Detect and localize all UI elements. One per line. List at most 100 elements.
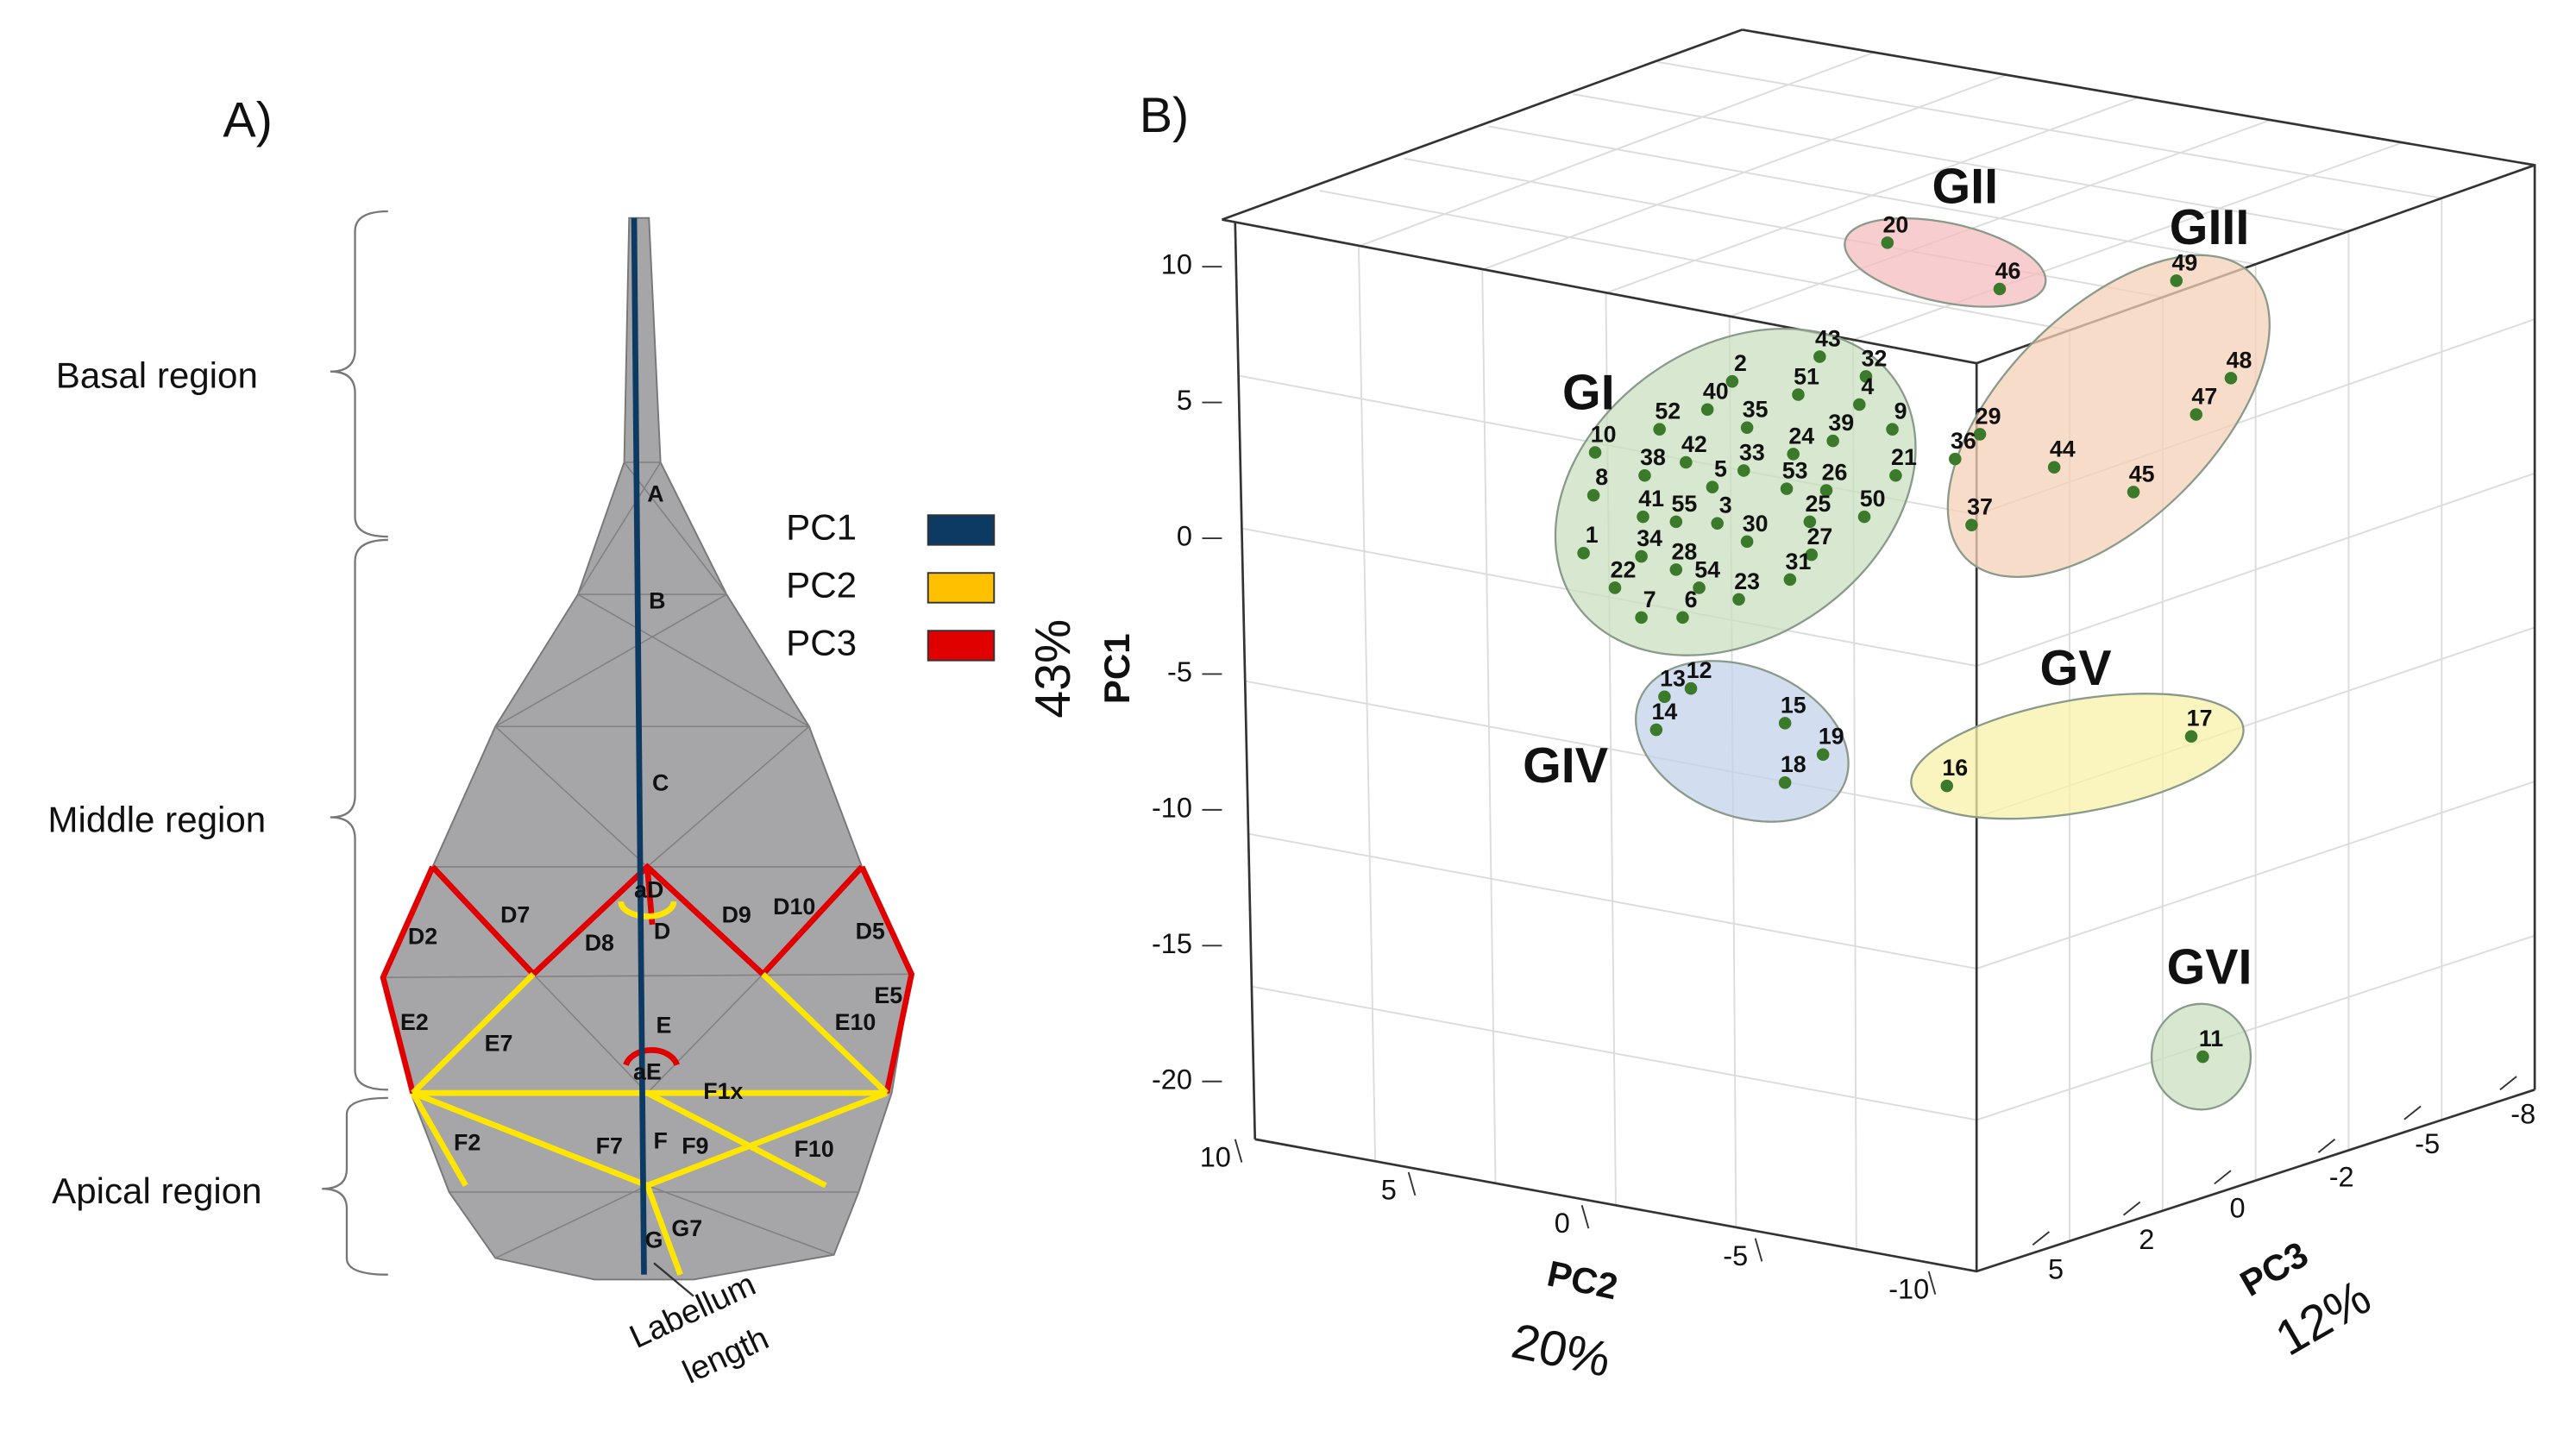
- segment-label: D10: [773, 894, 815, 919]
- point-label: 44: [2050, 436, 2076, 462]
- data-point: [1965, 518, 1978, 531]
- data-point: [1803, 515, 1817, 529]
- data-point: [1787, 448, 1800, 461]
- segment-label: F7: [596, 1133, 623, 1158]
- group-label: GVI: [2167, 940, 2252, 995]
- legend-label: PC2: [786, 565, 857, 606]
- segment-label: D7: [500, 901, 530, 927]
- data-point: [2184, 730, 2198, 743]
- axis-title: PC3: [2234, 1233, 2315, 1304]
- tick-mark: [1580, 1205, 1590, 1229]
- data-point: [2224, 372, 2238, 385]
- data-point: [1819, 484, 1833, 497]
- axis-title: PC2: [1543, 1252, 1621, 1307]
- data-point: [1973, 428, 1987, 441]
- point-label: 40: [1703, 379, 1729, 405]
- pc1-line: [631, 217, 647, 1275]
- point-label: 53: [1782, 458, 1808, 484]
- data-point: [1700, 403, 1714, 416]
- data-point: [1635, 549, 1648, 563]
- point-label: 25: [1806, 491, 1831, 517]
- segment-label: E10: [835, 1009, 876, 1035]
- data-point: [1637, 510, 1649, 524]
- data-point: [1740, 535, 1754, 549]
- axis-variance: 20%: [1507, 1314, 1616, 1388]
- data-point: [1676, 611, 1689, 624]
- tick-mark: [1927, 1271, 1937, 1295]
- group-ellipse: [1946, 254, 2271, 578]
- segment-label: F1x: [703, 1078, 743, 1104]
- point-label: 7: [1643, 587, 1656, 612]
- segment-label: A: [647, 480, 663, 506]
- segment-label: D5: [856, 919, 885, 945]
- data-point: [1588, 446, 1602, 459]
- point-label: 20: [1882, 211, 1908, 237]
- data-point: [1693, 581, 1706, 594]
- group-label: GII: [1932, 159, 1999, 214]
- pc1-tick-label: 5: [1177, 385, 1192, 416]
- data-point: [1649, 723, 1663, 737]
- group-ellipse: [1635, 660, 1850, 823]
- length-arrow: [653, 1262, 694, 1297]
- point-label: 18: [1781, 751, 1806, 777]
- pc2-tick-label: -5: [1723, 1240, 1748, 1271]
- segment-label: F10: [795, 1136, 834, 1162]
- point-label: 17: [2187, 706, 2213, 731]
- data-point: [1737, 464, 1750, 477]
- tick-mark: [1754, 1238, 1763, 1262]
- point-label: 8: [1595, 464, 1608, 490]
- point-label: 24: [1788, 423, 1814, 449]
- point-label: 10: [1591, 421, 1617, 447]
- data-point: [1586, 488, 1600, 502]
- data-point: [1778, 776, 1792, 789]
- point-label: 36: [1951, 428, 1976, 454]
- pc1-tick-label: -15: [1152, 928, 1192, 959]
- point-label: 51: [1794, 363, 1819, 389]
- point-label: 49: [2171, 249, 2197, 275]
- data-point: [1859, 370, 1873, 383]
- data-point: [1949, 452, 1962, 466]
- point-label: 28: [1671, 538, 1697, 564]
- data-point: [1853, 398, 1866, 411]
- data-point: [1725, 374, 1739, 388]
- legend-swatch: [927, 514, 996, 546]
- data-point: [1816, 748, 1830, 762]
- region-label: Basal region: [56, 355, 258, 395]
- segment-label: F: [653, 1128, 667, 1154]
- pc3-tick-label: 0: [2230, 1193, 2246, 1224]
- point-label: 50: [1860, 486, 1886, 512]
- point-label: 13: [1660, 666, 1686, 692]
- cube: [1221, 28, 2536, 1273]
- data-point: [1635, 611, 1648, 624]
- axis-title: PC1: [1096, 633, 1137, 704]
- data-point: [1826, 434, 1839, 448]
- point-label: 31: [1786, 549, 1812, 574]
- group-label: GV: [2040, 641, 2112, 696]
- segment-label: aD: [634, 877, 663, 903]
- point-label: 41: [1638, 486, 1664, 512]
- group-ellipse: [1844, 217, 2047, 308]
- panel-label: A): [223, 93, 272, 148]
- point-label: 15: [1781, 692, 1806, 718]
- point-label: 11: [2199, 1026, 2223, 1051]
- point-label: 35: [1743, 397, 1769, 423]
- point-label: 30: [1743, 511, 1769, 537]
- pc1-tick-label: -5: [1167, 656, 1192, 687]
- segment-label: C: [652, 769, 669, 795]
- point-label: 48: [2227, 347, 2252, 373]
- grid-line: [1852, 141, 2403, 341]
- group-ellipse: [1554, 328, 1917, 656]
- segment-label: G: [645, 1227, 663, 1253]
- point-label: 12: [1687, 657, 1712, 683]
- group-label: GI: [1562, 366, 1615, 421]
- data-point: [1684, 681, 1698, 695]
- data-point: [1792, 388, 1805, 401]
- data-point: [1993, 282, 2007, 296]
- segment-label: D8: [585, 930, 614, 956]
- point-label: 6: [1685, 587, 1698, 612]
- tick-mark: [2499, 1076, 2517, 1091]
- pc2-tick-label: -10: [1888, 1273, 1929, 1304]
- grid-line: [1976, 934, 2535, 1121]
